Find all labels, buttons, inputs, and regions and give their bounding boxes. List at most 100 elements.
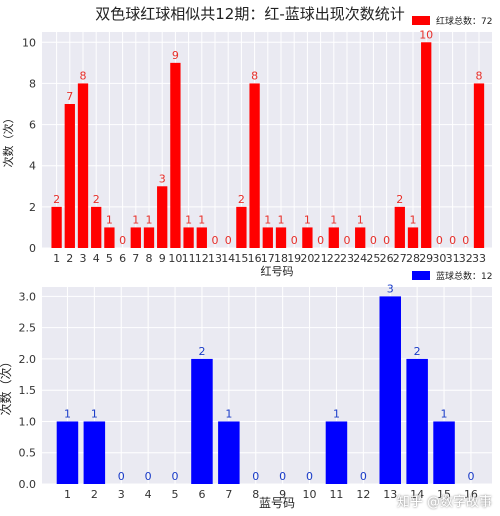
x-tick-label: 10 <box>168 252 182 265</box>
bar <box>406 358 428 484</box>
bar-value-label: 0 <box>317 234 324 247</box>
x-tick-label: 16 <box>248 252 262 265</box>
bar-value-label: 1 <box>64 407 71 420</box>
x-tick-label: 27 <box>393 252 407 265</box>
bar-value-label: 0 <box>291 234 298 247</box>
bar-value-label: 0 <box>306 470 313 483</box>
bar <box>302 227 313 248</box>
bar-value-label: 1 <box>357 213 364 226</box>
bar-value-label: 2 <box>53 193 60 206</box>
x-tick-label: 17 <box>261 252 275 265</box>
x-tick-label: 28 <box>406 252 420 265</box>
bar-value-label: 1 <box>132 213 139 226</box>
x-tick-label: 8 <box>252 488 259 501</box>
bar-value-label: 0 <box>225 234 232 247</box>
bar-value-label: 0 <box>436 234 443 247</box>
x-tick-label: 12 <box>195 252 209 265</box>
y-tick-label: 3.0 <box>19 290 37 303</box>
bar-value-label: 8 <box>80 69 87 82</box>
bar-value-label: 1 <box>304 213 311 226</box>
bar-value-label: 0 <box>383 234 390 247</box>
x-tick-label: 11 <box>329 488 343 501</box>
bar-value-label: 1 <box>278 213 285 226</box>
bar-value-label: 0 <box>279 470 286 483</box>
bar-value-label: 9 <box>172 49 179 62</box>
bar-value-label: 2 <box>414 345 421 358</box>
bar-value-label: 8 <box>476 69 483 82</box>
bar-value-label: 0 <box>212 234 219 247</box>
x-tick-label: 16 <box>464 488 478 501</box>
bar <box>379 296 401 484</box>
x-tick-label: 4 <box>145 488 152 501</box>
x-tick-label: 1 <box>53 252 60 265</box>
x-tick-label: 10 <box>303 488 317 501</box>
bar <box>51 206 62 248</box>
x-tick-label: 23 <box>340 252 354 265</box>
y-tick-label: 1.5 <box>19 384 37 397</box>
x-tick-label: 14 <box>410 488 424 501</box>
bar <box>83 421 106 484</box>
watermark: 知乎 @数字故事 <box>396 495 492 510</box>
bar-value-label: 2 <box>93 193 100 206</box>
y-axis-label: 次数（次） <box>1 113 15 168</box>
bar <box>355 227 366 248</box>
y-tick-label: 10 <box>22 36 36 49</box>
x-tick-label: 15 <box>234 252 248 265</box>
x-tick-label: 7 <box>225 488 232 501</box>
bar <box>236 206 247 248</box>
bar <box>433 421 455 484</box>
bar <box>104 227 115 248</box>
bar-value-label: 0 <box>360 470 367 483</box>
bar-value-label: 1 <box>106 213 113 226</box>
bar-value-label: 3 <box>159 172 166 185</box>
x-tick-label: 22 <box>327 252 341 265</box>
bar-value-label: 1 <box>198 213 205 226</box>
bar-value-label: 1 <box>333 407 340 420</box>
x-tick-label: 31 <box>446 252 460 265</box>
x-tick-label: 18 <box>274 252 288 265</box>
x-tick-label: 4 <box>93 252 100 265</box>
x-tick-label: 33 <box>472 252 486 265</box>
bar <box>275 227 287 248</box>
bar <box>249 83 260 248</box>
bar-value-label: 0 <box>252 470 259 483</box>
bar-value-label: 1 <box>91 407 98 420</box>
x-tick-label: 9 <box>279 488 286 501</box>
bar <box>130 227 141 248</box>
legend-label: 红球总数：72 <box>436 15 492 27</box>
x-tick-label: 1 <box>64 488 71 501</box>
bar-value-label: 0 <box>145 470 152 483</box>
chart-title: 双色球红球相似共12期：红-蓝球出现次数统计 <box>95 5 405 23</box>
x-tick-label: 11 <box>182 252 196 265</box>
bar-value-label: 8 <box>251 69 258 82</box>
x-tick-label: 9 <box>159 252 166 265</box>
y-tick-label: 6 <box>29 119 36 132</box>
bar-value-label: 3 <box>387 282 394 295</box>
x-tick-label: 3 <box>80 252 87 265</box>
bar-value-label: 1 <box>410 213 417 226</box>
y-tick-label: 2.5 <box>19 322 37 335</box>
bar-value-label: 2 <box>396 193 403 206</box>
bar <box>262 227 273 248</box>
bar <box>183 227 194 248</box>
x-tick-label: 6 <box>198 488 205 501</box>
bar-value-label: 2 <box>238 193 245 206</box>
y-tick-label: 4 <box>29 160 36 173</box>
x-tick-label: 29 <box>419 252 433 265</box>
bar <box>64 104 75 248</box>
bar-value-label: 0 <box>344 234 351 247</box>
x-tick-label: 15 <box>437 488 451 501</box>
bar-value-label: 10 <box>419 28 433 41</box>
bar <box>407 227 419 248</box>
bar-value-label: 0 <box>462 234 469 247</box>
y-tick-label: 0.0 <box>19 478 37 491</box>
x-tick-label: 2 <box>66 252 73 265</box>
x-tick-label: 24 <box>353 252 367 265</box>
bar-value-label: 0 <box>449 234 456 247</box>
legend-swatch <box>412 271 430 280</box>
x-tick-label: 12 <box>356 488 370 501</box>
legend-swatch <box>412 16 430 25</box>
x-tick-label: 13 <box>208 252 222 265</box>
x-tick-label: 32 <box>459 252 473 265</box>
x-tick-label: 5 <box>106 252 113 265</box>
